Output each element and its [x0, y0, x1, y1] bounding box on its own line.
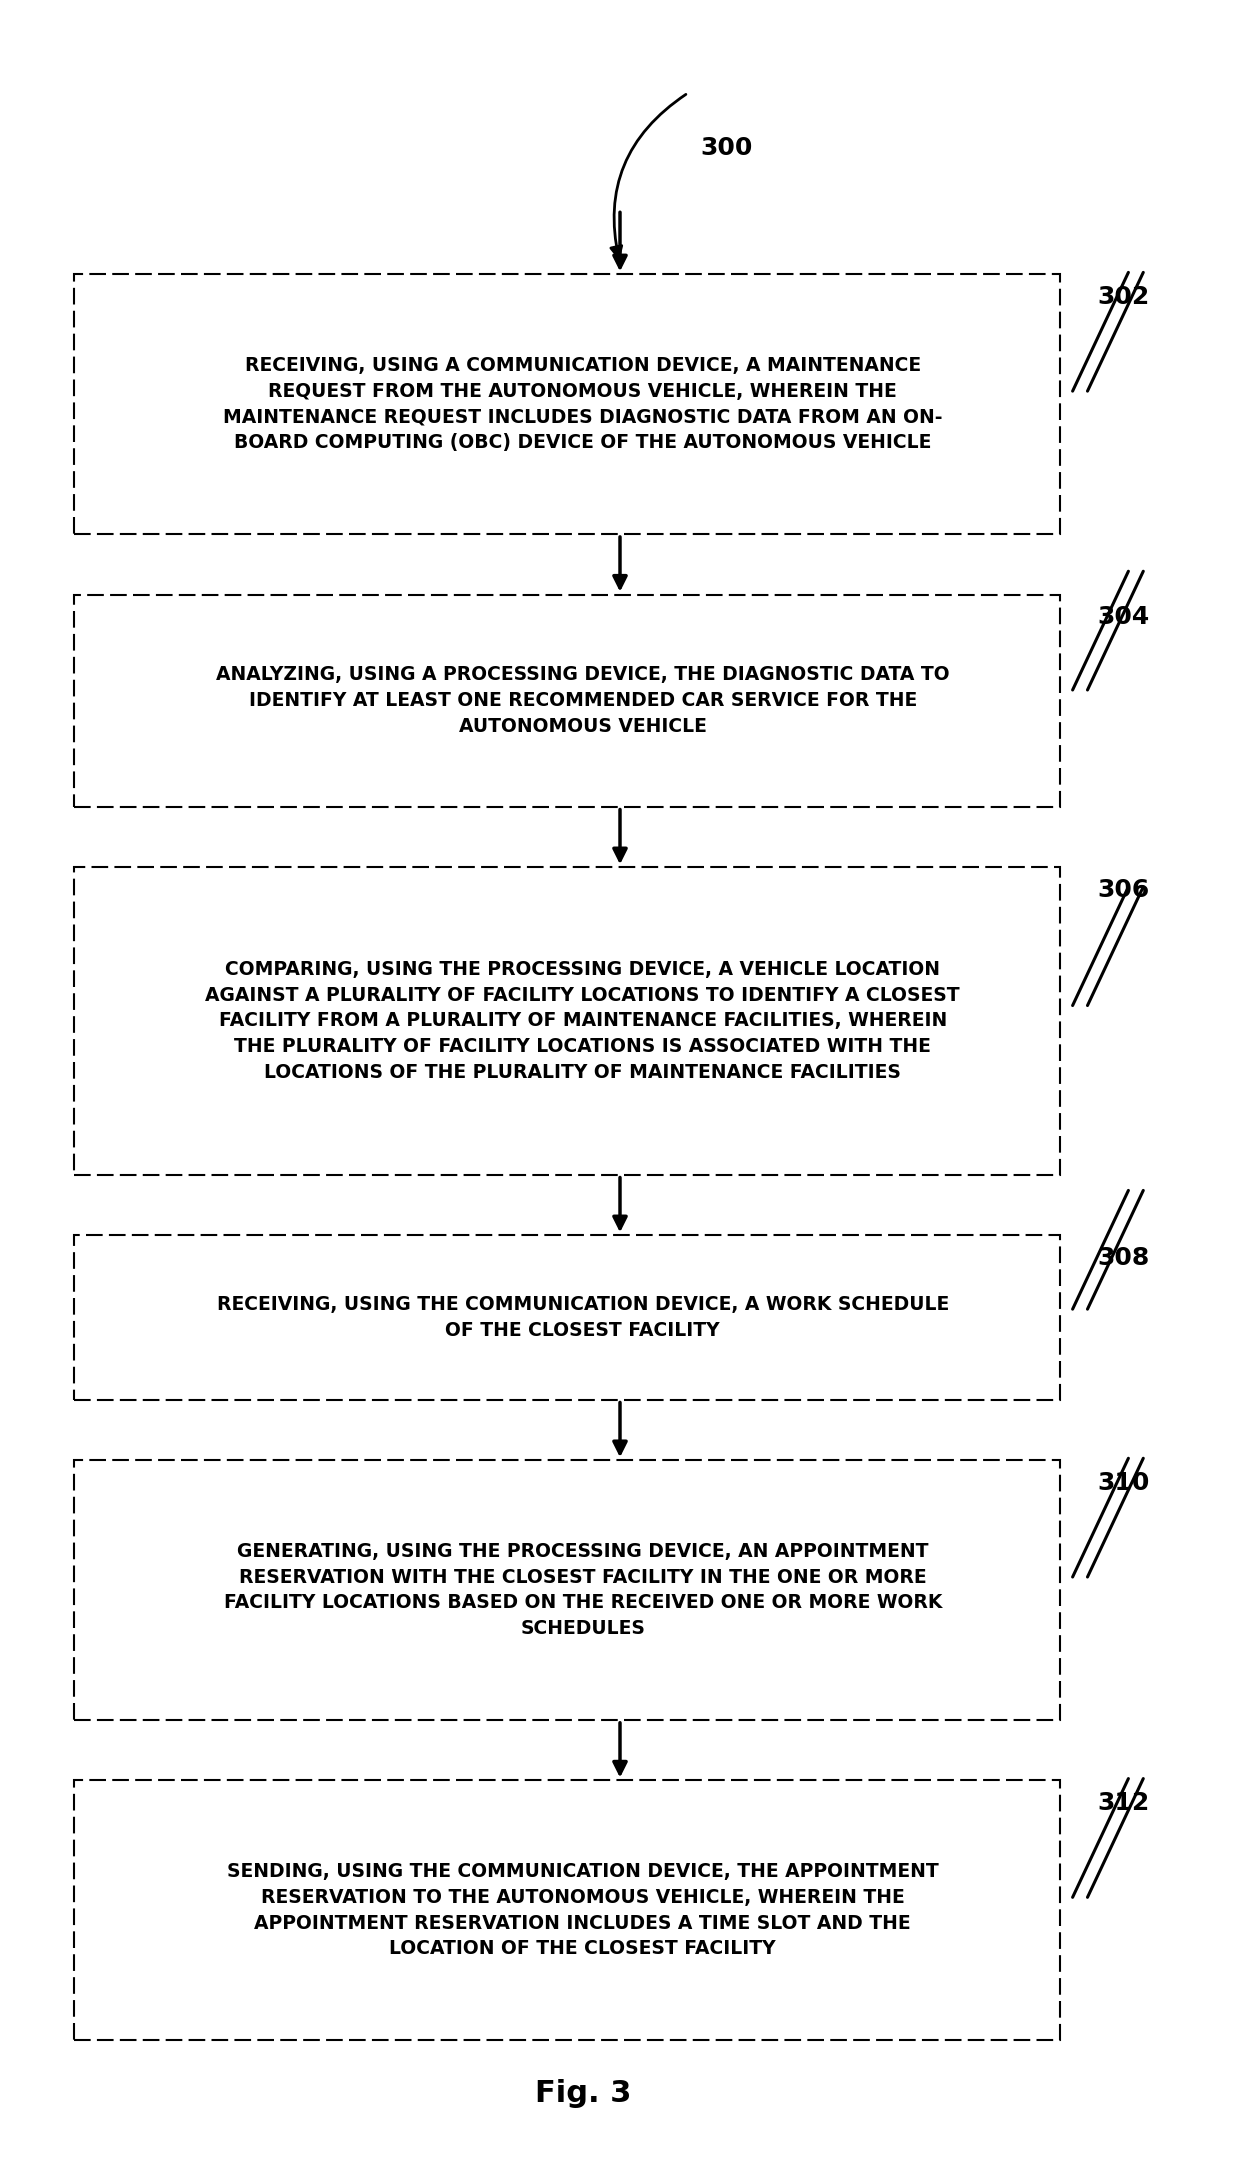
- Bar: [74, 1781, 1060, 2040]
- Text: 310: 310: [1097, 1470, 1149, 1494]
- Text: GENERATING, USING THE PROCESSING DEVICE, AN APPOINTMENT
RESERVATION WITH THE CLO: GENERATING, USING THE PROCESSING DEVICE,…: [223, 1542, 942, 1639]
- Bar: [74, 274, 1060, 533]
- Text: RECEIVING, USING THE COMMUNICATION DEVICE, A WORK SCHEDULE
OF THE CLOSEST FACILI: RECEIVING, USING THE COMMUNICATION DEVIC…: [217, 1295, 949, 1341]
- Text: COMPARING, USING THE PROCESSING DEVICE, A VEHICLE LOCATION
AGAINST A PLURALITY O: COMPARING, USING THE PROCESSING DEVICE, …: [206, 961, 960, 1082]
- Text: 308: 308: [1097, 1246, 1149, 1269]
- Text: 304: 304: [1097, 605, 1149, 628]
- Text: 302: 302: [1097, 285, 1149, 309]
- Bar: [74, 868, 1060, 1174]
- Bar: [74, 1459, 1060, 1721]
- Text: Fig. 3: Fig. 3: [534, 2079, 631, 2107]
- Text: ANALYZING, USING A PROCESSING DEVICE, THE DIAGNOSTIC DATA TO
IDENTIFY AT LEAST O: ANALYZING, USING A PROCESSING DEVICE, TH…: [216, 665, 950, 736]
- Text: RECEIVING, USING A COMMUNICATION DEVICE, A MAINTENANCE
REQUEST FROM THE AUTONOMO: RECEIVING, USING A COMMUNICATION DEVICE,…: [223, 356, 942, 451]
- Text: 312: 312: [1097, 1792, 1149, 1816]
- Bar: [74, 1235, 1060, 1399]
- Text: 306: 306: [1097, 879, 1149, 902]
- Text: 300: 300: [701, 136, 753, 160]
- Bar: [74, 594, 1060, 807]
- Text: SENDING, USING THE COMMUNICATION DEVICE, THE APPOINTMENT
RESERVATION TO THE AUTO: SENDING, USING THE COMMUNICATION DEVICE,…: [227, 1863, 939, 1958]
